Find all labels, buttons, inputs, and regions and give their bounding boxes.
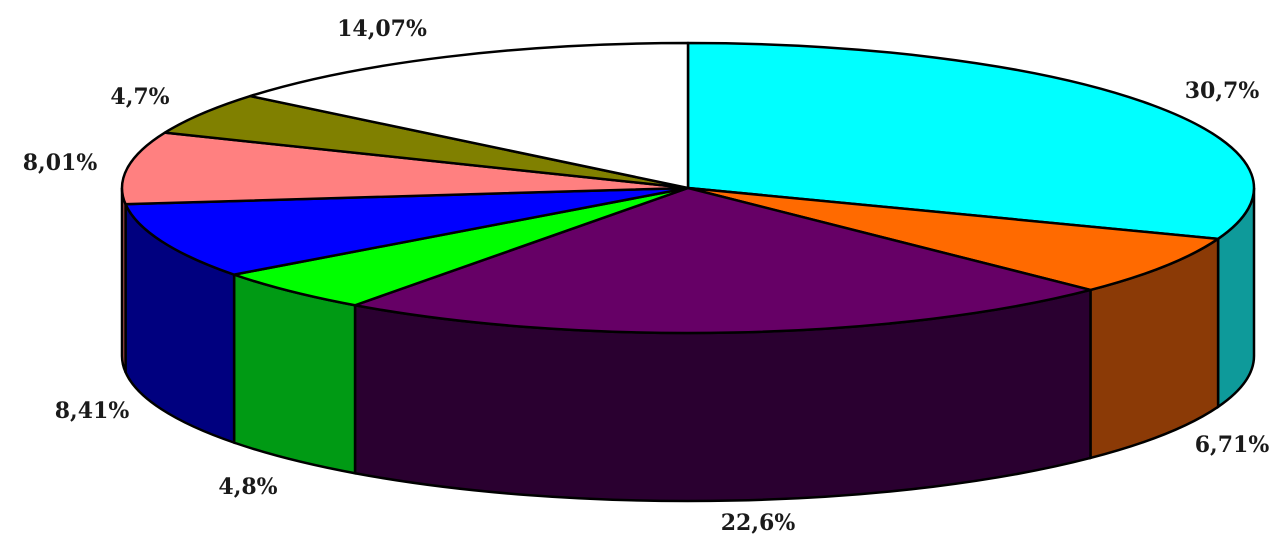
- data-label-1: 30,7%: [1185, 78, 1260, 104]
- data-label-8: 14,07%: [337, 16, 427, 42]
- pie-side-6: [120, 187, 127, 373]
- data-label-3: 22,6%: [721, 510, 796, 536]
- pie-slice-1: [686, 41, 1256, 241]
- data-label-6: 8,01%: [23, 150, 98, 176]
- pie-slice-3: [353, 186, 1092, 335]
- pie-slice-8: [249, 41, 690, 190]
- data-label-4: 4,8%: [218, 474, 277, 500]
- pie-side-4: [232, 272, 357, 475]
- pie-slice-6: [120, 131, 690, 206]
- pie-tops: [120, 41, 1256, 335]
- pie-slice-7: [163, 94, 690, 190]
- pie-slice-5: [124, 186, 690, 276]
- data-label-5: 8,41%: [55, 398, 130, 424]
- pie-sides: [120, 187, 1256, 503]
- data-label-7: 4,7%: [110, 84, 169, 110]
- data-label-2: 6,71%: [1195, 432, 1270, 458]
- data-labels: 30,7% 6,71% 22,6% 4,8% 8,41% 8,01% 4,7% 14,07%: [23, 16, 1270, 536]
- pie-slice-2: [686, 186, 1220, 292]
